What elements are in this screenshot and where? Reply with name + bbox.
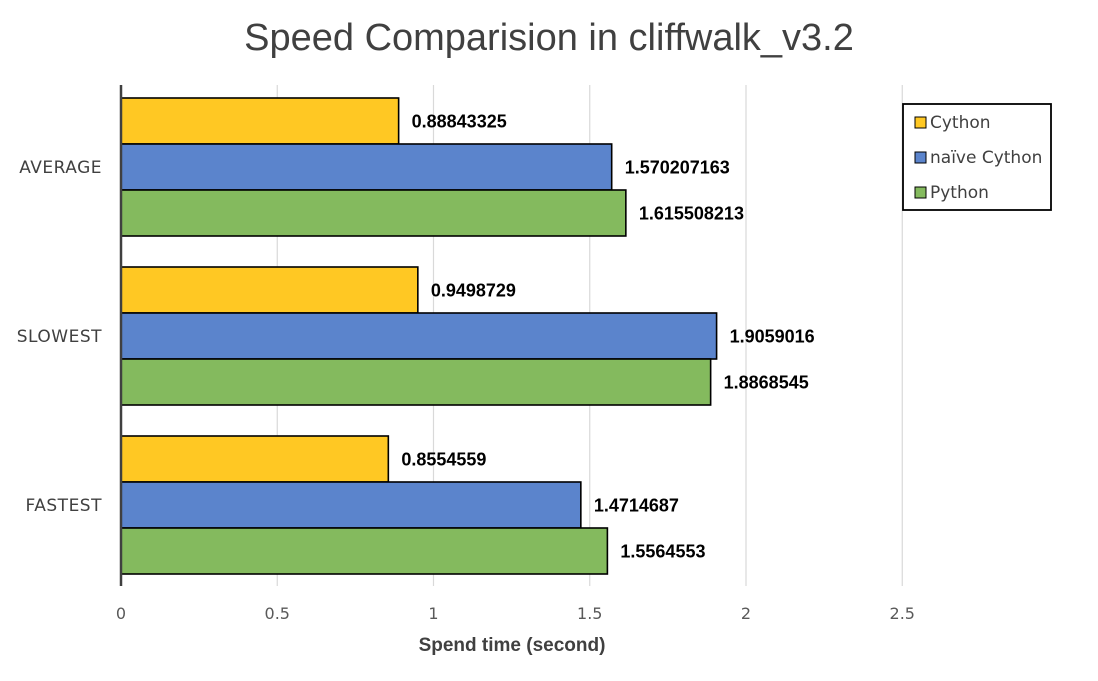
data-label: 1.4714687: [594, 496, 679, 516]
data-label: 1.8868545: [724, 373, 809, 393]
bar: [120, 358, 712, 406]
legend-box: [902, 103, 1052, 211]
category-label: AVERAGE: [19, 158, 102, 178]
x-tick-label: 0: [116, 604, 126, 623]
x-tick-label: 1: [428, 604, 438, 623]
legend-label: Python: [930, 183, 989, 203]
x-tick-label: 1.5: [577, 604, 602, 623]
data-label: 0.9498729: [431, 281, 516, 301]
data-label: 0.8554559: [401, 450, 486, 470]
chart-title: Speed Comparision in cliffwalk_v3.2: [244, 17, 854, 59]
bar: [120, 266, 419, 314]
bar: [120, 143, 613, 191]
legend-swatch: [914, 186, 927, 199]
bar: [120, 435, 390, 483]
legend-label: Cython: [930, 113, 991, 133]
category-label: SLOWEST: [17, 327, 102, 347]
bar: [120, 97, 400, 145]
legend-swatch: [914, 151, 927, 164]
legend-swatch: [914, 116, 927, 129]
data-label: 1.5564553: [620, 542, 705, 562]
data-label: 1.615508213: [639, 204, 744, 224]
x-tick-label: 0.5: [265, 604, 290, 623]
category-label: FASTEST: [26, 496, 103, 516]
labels: 0 0.5 1 1.5 2 2.5 0.88843325 1.570207163 1.61550…: [17, 112, 915, 624]
x-tick-label: 2: [741, 604, 751, 623]
x-axis-title: Spend time (second): [419, 635, 606, 656]
bar: [120, 189, 627, 237]
legend-label: naïve Cython: [930, 148, 1042, 168]
bar: [120, 312, 718, 360]
data-label: 0.88843325: [412, 112, 507, 132]
x-tick-label: 2.5: [890, 604, 915, 623]
bar: [120, 527, 609, 575]
data-label: 1.9059016: [730, 327, 815, 347]
data-label: 1.570207163: [625, 158, 730, 178]
bar: [120, 481, 582, 529]
legend: Cython naïve Cython Python: [902, 103, 1052, 211]
